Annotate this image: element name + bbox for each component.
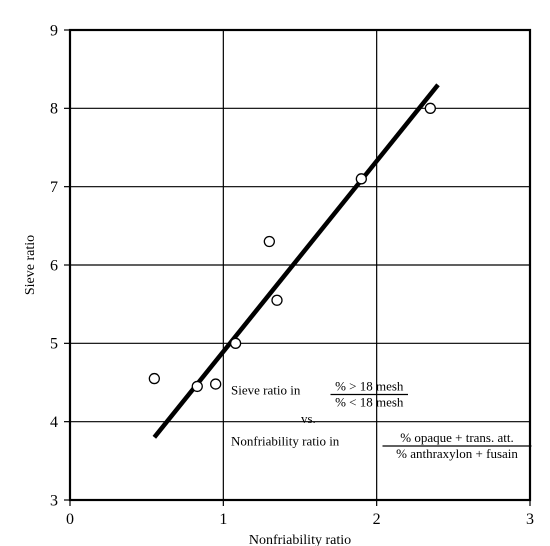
x-tick-label: 3 [526, 511, 534, 528]
data-point [192, 381, 202, 391]
y-tick-label: 9 [50, 22, 58, 39]
y-tick-label: 3 [50, 492, 58, 509]
annotation-fraction-bot: % anthraxylon + fusain [396, 446, 518, 461]
annotation-fraction-top: % > 18 mesh [335, 378, 404, 393]
data-point [425, 103, 435, 113]
annotation-text: Sieve ratio in [231, 382, 301, 397]
x-tick-label: 1 [219, 511, 227, 528]
data-point [231, 338, 241, 348]
annotation-text: Nonfriability ratio in [231, 434, 340, 449]
y-tick-label: 8 [50, 101, 58, 118]
annotation-text: vs. [301, 411, 316, 426]
scatter-chart: 0 1 2 3 3 4 5 6 7 8 9 Nonfriability ratio Sieve rati… [0, 0, 550, 546]
data-point [272, 295, 282, 305]
annotation-fraction-bot: % < 18 mesh [335, 395, 404, 410]
x-tick-label: 2 [373, 511, 381, 528]
chart-container: 0 1 2 3 3 4 5 6 7 8 9 Nonfriability ratio Sieve rati… [0, 0, 550, 546]
y-tick-label: 7 [50, 179, 58, 196]
y-tick-label: 4 [50, 414, 58, 431]
y-tick-label: 5 [50, 336, 58, 353]
y-tick-label: 6 [50, 257, 58, 274]
y-axis-label: Sieve ratio [23, 235, 38, 295]
data-point [149, 374, 159, 384]
annotation-fraction-top: % opaque + trans. att. [400, 430, 513, 445]
x-axis-label: Nonfriability ratio [249, 533, 351, 546]
x-tick-label: 0 [66, 511, 74, 528]
data-point [264, 237, 274, 247]
data-point [211, 379, 221, 389]
data-point [356, 174, 366, 184]
